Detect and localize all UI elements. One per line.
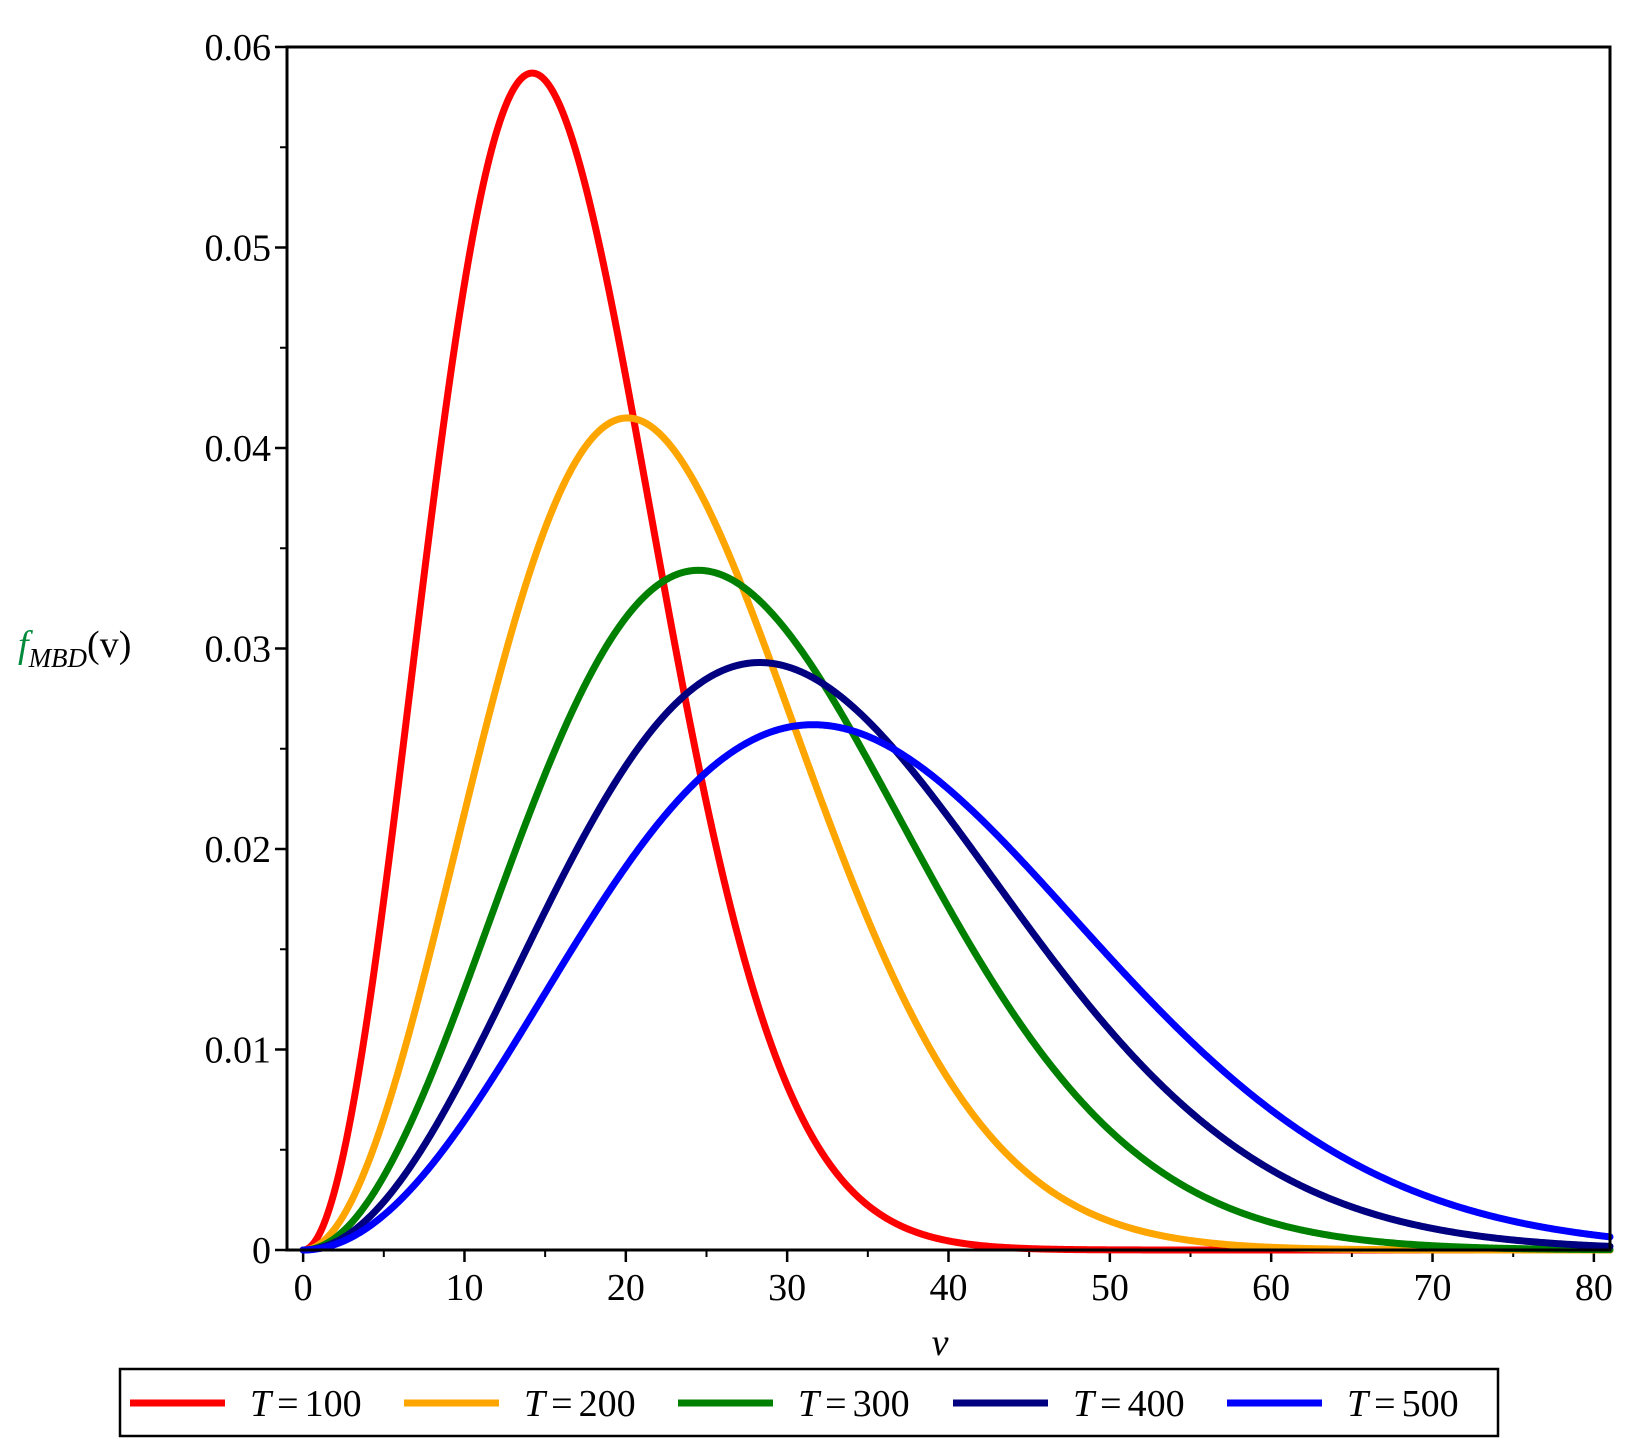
legend: T = 100 T = 200 T = 300 T = 400 T = 500 [130, 1383, 1459, 1425]
plot-frame [285, 45, 1612, 1252]
legend-label-value: 300 [853, 1383, 910, 1425]
x-tick-labels: 0 10 20 30 40 50 60 70 80 [294, 1267, 1613, 1309]
legend-label-var: T [250, 1383, 274, 1425]
legend-label-value: 100 [305, 1383, 362, 1425]
y-tick-label: 0.01 [205, 1030, 272, 1072]
series-line-5 [299, 721, 1614, 1254]
y-tick-label: 0.02 [205, 829, 272, 871]
legend-label-var: T [798, 1383, 822, 1425]
x-tick-label: 50 [1091, 1267, 1129, 1309]
x-tick-label: 70 [1414, 1267, 1452, 1309]
legend-label-value: 500 [1402, 1383, 1459, 1425]
legend-label-eq: = [825, 1383, 846, 1425]
legend-label: T = 500 [1347, 1383, 1459, 1425]
y-tick-label: 0.06 [205, 27, 272, 69]
x-tick-label: 40 [930, 1267, 968, 1309]
legend-label-eq: = [277, 1383, 298, 1425]
legend-label-eq: = [551, 1383, 572, 1425]
legend-label-var: T [1073, 1383, 1097, 1425]
series-line-4 [299, 659, 1614, 1254]
x-tick-label: 80 [1575, 1267, 1613, 1309]
x-tick-label: 60 [1252, 1267, 1290, 1309]
x-axis-label: v [932, 1322, 949, 1364]
y-axis-label-arg: (v) [87, 624, 131, 666]
series-line-3 [299, 566, 1614, 1254]
y-axis-label: fMBD(v) [18, 624, 131, 673]
legend-label-eq: = [1374, 1383, 1395, 1425]
y-tick-label: 0.04 [205, 428, 272, 470]
legend-label-eq: = [1100, 1383, 1121, 1425]
y-axis-label-subscript: MBD [28, 643, 88, 673]
legend-label-value: 400 [1128, 1383, 1185, 1425]
legend-label-var: T [1347, 1383, 1371, 1425]
y-tick-label: 0 [252, 1230, 271, 1272]
legend-label: T = 400 [1073, 1383, 1185, 1425]
legend-entry-5: T = 500 [1227, 1383, 1459, 1425]
x-tick-label: 0 [294, 1267, 313, 1309]
legend-label: T = 200 [524, 1383, 636, 1425]
legend-entry-1: T = 100 [130, 1383, 362, 1425]
legend-label-var: T [524, 1383, 548, 1425]
x-tick-label: 20 [607, 1267, 645, 1309]
legend-label-value: 200 [579, 1383, 636, 1425]
legend-label: T = 100 [250, 1383, 362, 1425]
legend-entry-3: T = 300 [678, 1383, 910, 1425]
legend-entry-4: T = 400 [953, 1383, 1185, 1425]
x-tick-label: 10 [445, 1267, 483, 1309]
legend-label: T = 300 [798, 1383, 910, 1425]
legend-entry-2: T = 200 [404, 1383, 636, 1425]
y-tick-label: 0.05 [205, 228, 272, 270]
y-tick-label: 0.03 [205, 629, 272, 671]
y-tick-labels: 0 0.01 0.02 0.03 0.04 0.05 0.06 [205, 27, 272, 1272]
x-tick-label: 30 [768, 1267, 806, 1309]
